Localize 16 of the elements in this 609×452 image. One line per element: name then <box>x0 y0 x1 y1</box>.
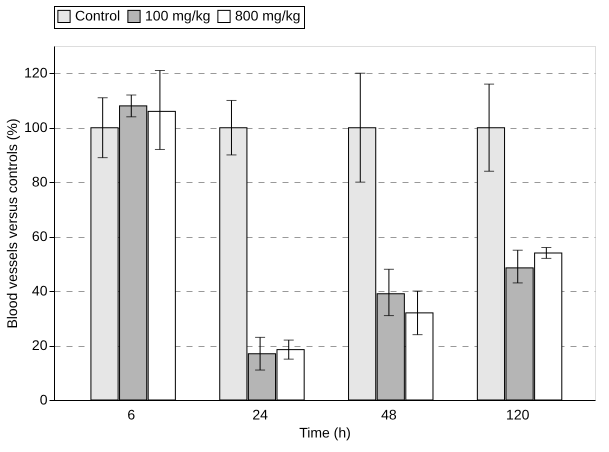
legend-label: 100 mg/kg <box>145 7 210 24</box>
y-tick-label: 60 <box>32 228 48 244</box>
x-axis-title: Time (h) <box>299 424 351 440</box>
x-tick-label: 24 <box>252 406 268 422</box>
legend-label: 800 mg/kg <box>235 7 300 24</box>
y-tick-label: 100 <box>24 119 48 136</box>
x-tick-label: 48 <box>381 406 397 422</box>
x-tick-label: 6 <box>127 406 136 422</box>
y-axis-title: Blood vessels versus controls (%) <box>4 118 20 329</box>
y-tick-label: 120 <box>24 64 48 81</box>
y-tick-label: 0 <box>40 392 48 408</box>
x-tick-label: 120 <box>506 406 530 422</box>
y-tick-label: 80 <box>32 174 48 190</box>
y-tick-label: 40 <box>32 282 48 299</box>
y-tick-label: 20 <box>32 337 48 354</box>
legend-label: Control <box>75 7 120 24</box>
